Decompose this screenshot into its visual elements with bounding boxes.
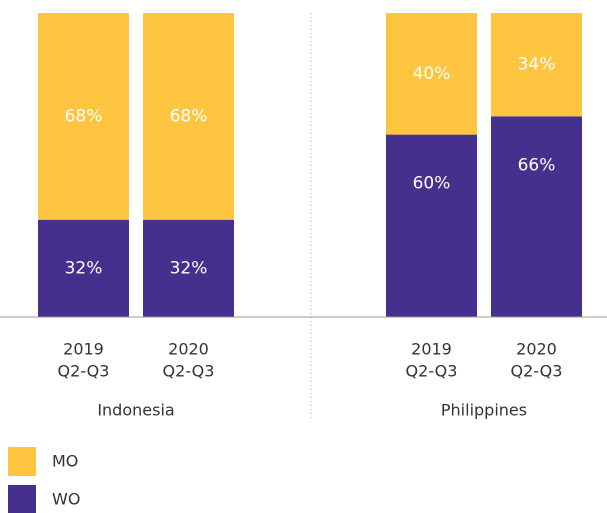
value-label: 32% [65, 258, 103, 278]
x-tick-label: Q2-Q3 [163, 362, 215, 381]
x-tick-label: 2020 [168, 340, 209, 359]
bar-segment [386, 13, 477, 135]
x-tick-label: 2019 [63, 340, 104, 359]
bar-segment [491, 116, 582, 317]
bar-segment [143, 13, 234, 220]
value-label: 34% [518, 55, 556, 75]
value-label: 68% [170, 106, 208, 126]
group-label: Philippines [441, 401, 527, 420]
value-label: 32% [170, 258, 208, 278]
bar-segment [491, 13, 582, 117]
x-tick-label: Q2-Q3 [58, 362, 110, 381]
x-tick-label: 2020 [516, 340, 557, 359]
bar-segment [38, 13, 129, 220]
x-tick-label: 2019 [411, 340, 452, 359]
legend-swatch [8, 447, 36, 476]
value-label: 40% [413, 64, 451, 84]
legend-label: MO [52, 452, 78, 471]
bar-segment [143, 219, 234, 317]
legend-label: WO [52, 490, 80, 509]
value-label: 68% [65, 106, 103, 126]
x-tick-label: Q2-Q3 [511, 362, 563, 381]
group-label: Indonesia [97, 401, 174, 420]
bar-segment [38, 219, 129, 317]
legend-swatch [8, 485, 36, 513]
value-label: 60% [413, 174, 451, 194]
value-label: 66% [518, 155, 556, 175]
x-tick-label: Q2-Q3 [406, 362, 458, 381]
bar-segment [386, 134, 477, 317]
